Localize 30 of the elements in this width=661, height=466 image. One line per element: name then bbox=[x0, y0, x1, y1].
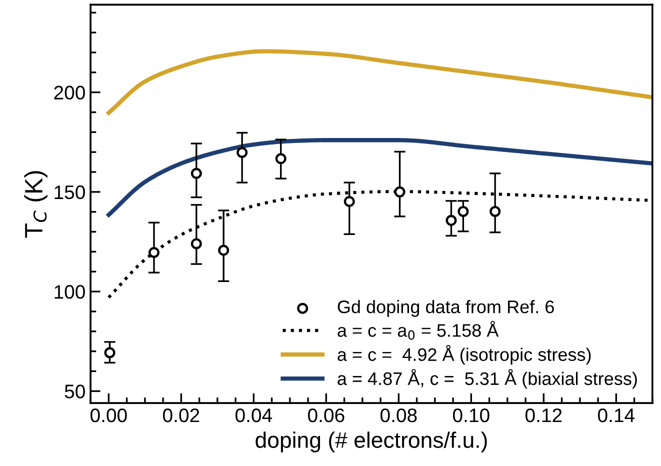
x-tick-label: 0.06 bbox=[308, 408, 344, 422]
point bbox=[104, 347, 116, 358]
y-axis-title: T$_{C}$ (K) bbox=[24, 171, 48, 238]
x-tick-label: 0.04 bbox=[236, 408, 272, 422]
y-tick-label: 150 bbox=[54, 185, 85, 200]
point bbox=[490, 206, 501, 217]
point bbox=[446, 214, 457, 226]
y-tick-label: 200 bbox=[54, 86, 85, 100]
x-tick-label: 0.00 bbox=[90, 408, 127, 422]
point bbox=[458, 206, 469, 217]
point bbox=[275, 153, 286, 164]
x-tick-label: 0.08 bbox=[380, 408, 417, 422]
point bbox=[190, 168, 202, 179]
point bbox=[190, 238, 202, 250]
x-tick-label: 0.14 bbox=[598, 408, 635, 422]
x-tick-label: 0.12 bbox=[526, 408, 562, 422]
x-axis-title: doping (# electrons/f.u.) bbox=[256, 432, 487, 452]
legend-label: Gd doping data from Ref. 6 bbox=[338, 300, 554, 317]
x-tick-label: 0.10 bbox=[453, 408, 490, 422]
legend-label: a = 4.87 Å, c = 5.31 Å (biaxial stress) bbox=[338, 369, 637, 389]
point bbox=[148, 246, 160, 258]
point bbox=[344, 196, 355, 207]
point bbox=[236, 146, 248, 158]
point bbox=[394, 186, 406, 198]
x-tick-label: 0.02 bbox=[163, 408, 200, 422]
y-tick-label: 100 bbox=[54, 284, 85, 299]
y-tick-label: 50 bbox=[64, 384, 85, 398]
legend-label: a = c = a$_{0}$ = 5.158 Å bbox=[338, 320, 499, 340]
legend-label: a = c = 4.92 Å (isotropic stress) bbox=[338, 345, 591, 365]
point bbox=[218, 244, 230, 256]
